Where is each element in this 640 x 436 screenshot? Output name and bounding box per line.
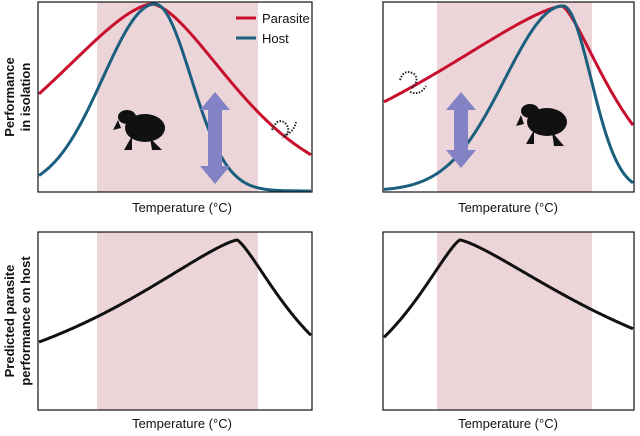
- x-label: Temperature (°C): [458, 416, 558, 431]
- curve: [383, 4, 635, 127]
- arrow: [200, 92, 230, 184]
- curves: [37, 2, 635, 344]
- curve: [37, 2, 312, 157]
- curve: [383, 4, 634, 191]
- panel-frame: [37, 1, 313, 193]
- legend: Parasite Host: [236, 11, 310, 46]
- shade: [97, 2, 258, 192]
- y-label: in isolation: [18, 63, 33, 132]
- parasite-icon: [271, 71, 427, 139]
- curve: [38, 238, 313, 344]
- y-label: Performance: [2, 57, 17, 136]
- shade: [437, 232, 592, 410]
- y-label: performance on host: [18, 256, 33, 386]
- x-label: Temperature (°C): [132, 200, 232, 215]
- shade: [97, 232, 258, 410]
- frog-icon: [516, 104, 567, 146]
- curve: [382, 238, 634, 339]
- panel-frame: [382, 1, 635, 193]
- curve: [38, 2, 311, 193]
- frog-icon: [113, 110, 165, 150]
- arrow: [446, 92, 476, 168]
- legend-label: Host: [262, 31, 289, 46]
- legend-label: Parasite: [262, 11, 310, 26]
- y-label: Predicted parasite: [2, 265, 17, 378]
- x-label: Temperature (°C): [132, 416, 232, 431]
- panel-frame: [37, 231, 313, 411]
- panel-frame: [382, 231, 635, 411]
- x-label: Temperature (°C): [458, 200, 558, 215]
